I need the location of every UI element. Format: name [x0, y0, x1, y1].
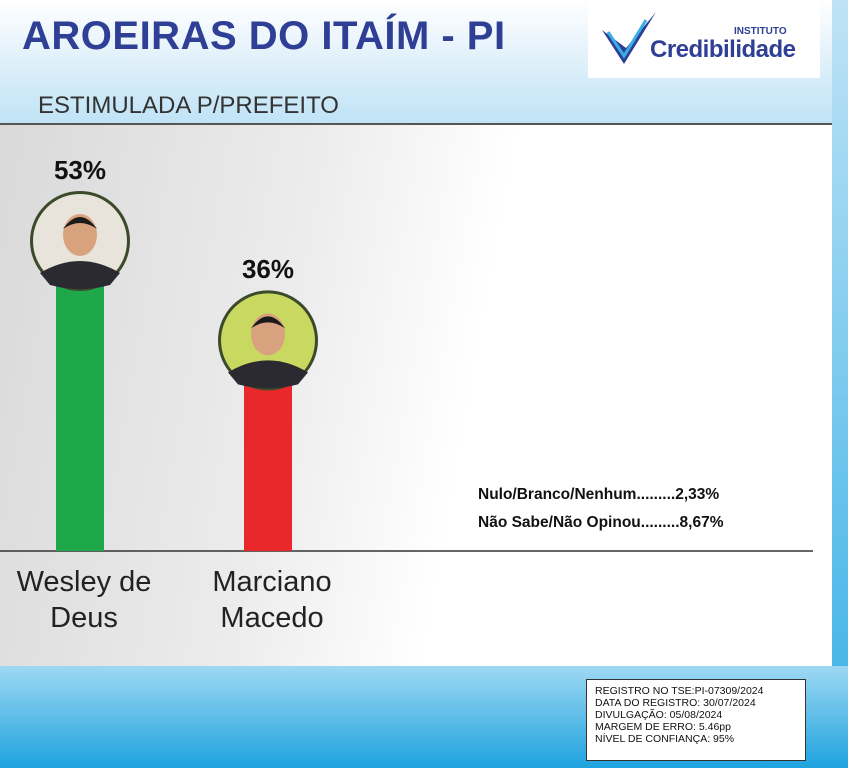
registry-line: DIVULGAÇÃO: 05/08/2024: [595, 709, 723, 721]
side-stripe: [832, 0, 848, 768]
registry-box: REGISTRO NO TSE:PI-07309/2024 DATA DO REG…: [586, 679, 806, 761]
registry-line: DATA DO REGISTRO: 30/07/2024: [595, 697, 756, 709]
logo: INSTITUTO Credibilidade: [588, 0, 820, 78]
registry-line: MARGEM DE ERRO: 5.46pp: [595, 721, 731, 733]
header-rule: [0, 123, 832, 125]
registry-line: NÍVEL DE CONFIANÇA: 95%: [595, 733, 735, 745]
chart: [0, 190, 813, 552]
note: Nulo/Branco/Nenhum.........2,33%: [478, 486, 720, 503]
chart-title: AROEIRAS DO ITAÍM - PI: [22, 14, 506, 58]
portrait-hair: [63, 216, 97, 229]
bar: [56, 240, 104, 551]
category-label: Marciano Macedo: [212, 566, 332, 634]
chart-subtitle: ESTIMULADA P/PREFEITO: [38, 92, 339, 119]
portrait-body: [40, 260, 120, 289]
portrait-hair: [251, 316, 285, 329]
category-label: Wesley de Deus: [16, 566, 152, 634]
value-label: 36%: [241, 254, 295, 285]
note: Não Sabe/Não Opinou.........8,67%: [478, 514, 724, 531]
registry-line: REGISTRO NO TSE:PI-07309/2024: [595, 685, 764, 697]
value-label: 53%: [53, 154, 107, 185]
logo-mark: [602, 12, 656, 64]
logo-top: INSTITUTO: [734, 26, 787, 37]
logo-name: Credibilidade: [650, 36, 796, 63]
portrait-body: [228, 360, 308, 389]
